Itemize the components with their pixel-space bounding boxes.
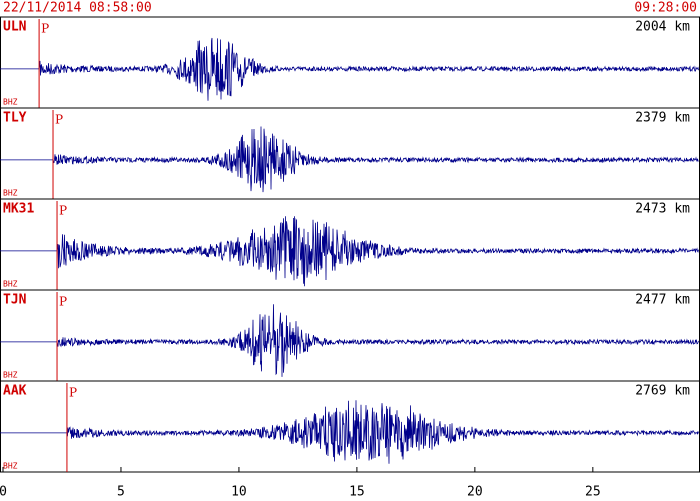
x-tick-label: 0 — [0, 485, 7, 500]
distance-label: 2004 km — [635, 20, 690, 35]
station-name: TJN — [3, 293, 27, 308]
x-tick-label: 25 — [585, 485, 601, 500]
x-tick-label: 10 — [231, 485, 247, 500]
channel-label: BHZ — [3, 371, 18, 380]
distance-label: 2769 km — [635, 384, 690, 399]
phase-label: P — [41, 22, 49, 36]
phase-label: P — [55, 113, 63, 127]
distance-label: 2477 km — [635, 293, 690, 308]
x-tick-label: 20 — [467, 485, 483, 500]
channel-label: BHZ — [3, 189, 18, 198]
station-name: ULN — [3, 20, 27, 35]
station-name: AAK — [3, 384, 27, 399]
distance-label: 2473 km — [635, 202, 690, 217]
distance-label: 2379 km — [635, 111, 690, 126]
phase-label: P — [59, 295, 67, 309]
phase-label: P — [59, 204, 67, 218]
end-time: 09:28:00 — [634, 1, 697, 16]
channel-label: BHZ — [3, 98, 18, 107]
start-time: 22/11/2014 08:58:00 — [3, 1, 152, 16]
x-tick-label: 15 — [349, 485, 365, 500]
waveform — [0, 304, 699, 377]
waveform — [0, 37, 699, 101]
waveform — [0, 216, 699, 287]
station-name: MK31 — [3, 202, 34, 217]
channel-label: BHZ — [3, 280, 18, 289]
station-name: TLY — [3, 111, 27, 126]
phase-label: P — [69, 386, 77, 400]
x-tick-label: 5 — [117, 485, 125, 500]
waveform — [0, 400, 699, 464]
channel-label: BHZ — [3, 462, 18, 471]
waveform — [0, 126, 699, 193]
